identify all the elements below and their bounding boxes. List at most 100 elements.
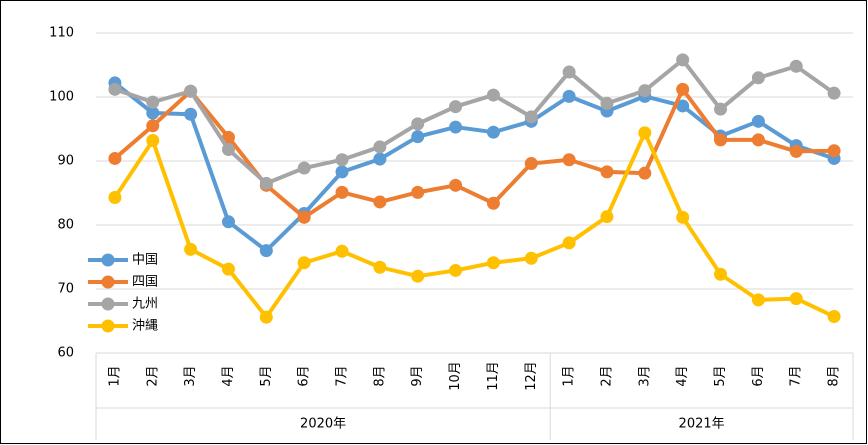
y-tick-label: 60: [57, 346, 74, 361]
x-tick-label: 11月: [486, 361, 501, 391]
point: [108, 151, 122, 165]
legend-label: 四国: [132, 275, 158, 290]
legend-marker: [101, 253, 115, 267]
point: [297, 256, 311, 270]
group-label: 2020年: [300, 417, 346, 432]
point: [184, 242, 198, 256]
x-tick-label: 9月: [410, 365, 425, 386]
point: [600, 96, 614, 110]
point: [373, 260, 387, 274]
point: [373, 195, 387, 209]
x-tick-label: 5月: [259, 365, 274, 386]
y-tick-label: 70: [57, 282, 74, 297]
point: [562, 65, 576, 79]
x-tick-label: 4月: [221, 365, 236, 386]
point: [221, 130, 235, 144]
x-tick-label: 2月: [599, 365, 614, 386]
point: [827, 86, 841, 100]
x-tick-label: 6月: [297, 365, 312, 386]
legend-label: 中国: [132, 253, 158, 268]
point: [676, 99, 690, 113]
point: [146, 95, 160, 109]
x-tick-label: 5月: [713, 365, 728, 386]
series-line: [113, 130, 835, 320]
y-tick-label: 80: [57, 218, 74, 233]
point: [146, 106, 160, 120]
point: [221, 262, 235, 276]
x-tick-label: 8月: [372, 365, 387, 386]
point: [335, 244, 349, 258]
point: [676, 82, 690, 96]
point: [335, 153, 349, 167]
legend-marker: [101, 275, 115, 289]
group-label: 2021年: [679, 417, 725, 432]
point: [714, 133, 728, 147]
legend-marker: [101, 297, 115, 311]
x-tick-label: 10月: [448, 361, 463, 391]
x-tick-label: 3月: [637, 365, 652, 386]
point: [221, 142, 235, 156]
point: [751, 71, 765, 85]
point: [335, 185, 349, 199]
point: [184, 107, 198, 121]
point: [751, 114, 765, 128]
legend-marker: [101, 319, 115, 333]
y-tick-label: 110: [49, 26, 74, 41]
point: [562, 89, 576, 103]
series-line: [113, 87, 835, 220]
x-tick-label: 4月: [675, 365, 690, 386]
y-tick-label: 90: [57, 154, 74, 169]
point: [714, 102, 728, 116]
point: [335, 165, 349, 179]
point: [486, 256, 500, 270]
legend-label: 沖縄: [132, 319, 158, 334]
x-tick-label: 6月: [751, 365, 766, 386]
point: [524, 251, 538, 265]
point: [411, 185, 425, 199]
x-tick-label: 12月: [524, 361, 539, 391]
point: [259, 310, 273, 324]
series-line: [114, 57, 836, 186]
x-tick-label: 1月: [107, 365, 122, 386]
point: [449, 100, 463, 114]
y-tick-label: 100: [49, 90, 74, 105]
point: [449, 263, 463, 277]
x-tick-label: 1月: [562, 365, 577, 386]
point: [524, 110, 538, 124]
point: [449, 120, 463, 134]
point: [714, 267, 728, 281]
point: [789, 144, 803, 158]
point: [600, 210, 614, 224]
x-tick-label: 8月: [827, 365, 842, 386]
point: [411, 117, 425, 131]
point: [638, 84, 652, 98]
point: [373, 140, 387, 154]
point: [789, 292, 803, 306]
point: [411, 269, 425, 283]
point: [297, 161, 311, 175]
point: [638, 166, 652, 180]
point: [600, 165, 614, 179]
point: [827, 144, 841, 158]
point: [411, 130, 425, 144]
point: [146, 134, 160, 148]
point: [259, 244, 273, 258]
point: [108, 82, 122, 96]
x-tick-label: 7月: [335, 365, 350, 386]
point: [751, 293, 765, 307]
point: [486, 88, 500, 102]
point: [259, 176, 273, 190]
point: [373, 152, 387, 166]
point: [789, 59, 803, 73]
x-tick-label: 7月: [789, 365, 804, 386]
point: [184, 84, 198, 98]
point: [827, 310, 841, 324]
point: [221, 215, 235, 229]
point: [676, 210, 690, 224]
point: [108, 190, 122, 204]
point: [297, 210, 311, 224]
x-tick-label: 2月: [145, 365, 160, 386]
point: [562, 153, 576, 167]
